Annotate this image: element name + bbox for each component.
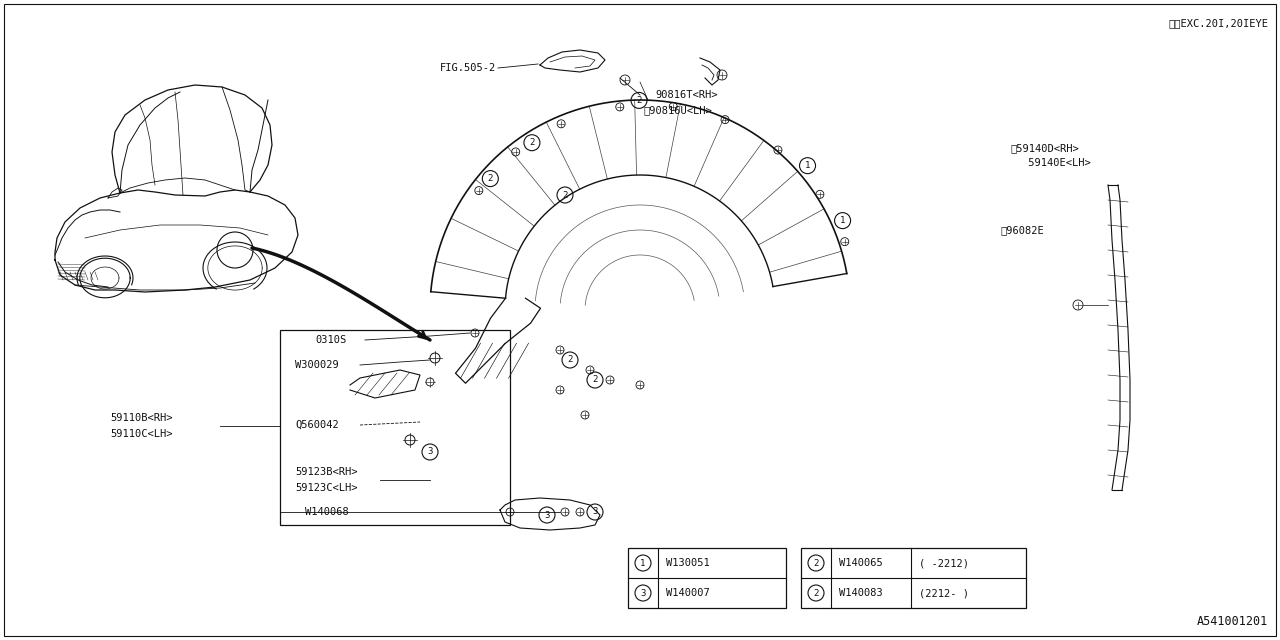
Text: 3: 3 bbox=[544, 511, 549, 520]
Text: 1: 1 bbox=[805, 161, 810, 170]
Text: ※90816U<LH>: ※90816U<LH> bbox=[643, 105, 712, 115]
Text: W140083: W140083 bbox=[838, 588, 883, 598]
Text: ※96082E: ※96082E bbox=[1000, 225, 1043, 235]
Text: Q560042: Q560042 bbox=[294, 420, 339, 430]
Bar bbox=[801, 548, 1027, 608]
Text: FIG.505-2: FIG.505-2 bbox=[440, 63, 497, 73]
Text: 0310S: 0310S bbox=[315, 335, 347, 345]
Text: W140068: W140068 bbox=[305, 507, 348, 517]
Text: W130051: W130051 bbox=[666, 558, 709, 568]
Text: W300029: W300029 bbox=[294, 360, 339, 370]
Text: W140007: W140007 bbox=[666, 588, 709, 598]
Text: 59110B<RH>: 59110B<RH> bbox=[110, 413, 173, 423]
Text: 3: 3 bbox=[640, 589, 645, 598]
Text: W140065: W140065 bbox=[838, 558, 883, 568]
Text: 2: 2 bbox=[567, 355, 572, 365]
Text: 2: 2 bbox=[813, 589, 819, 598]
Text: 3: 3 bbox=[428, 447, 433, 456]
Text: ( -2212): ( -2212) bbox=[919, 558, 969, 568]
Text: 2: 2 bbox=[529, 138, 535, 147]
Text: 59123C<LH>: 59123C<LH> bbox=[294, 483, 357, 493]
Text: ※リEXC.20I,20IEYE: ※リEXC.20I,20IEYE bbox=[1169, 18, 1268, 28]
Text: ※59140D<RH>: ※59140D<RH> bbox=[1010, 143, 1079, 153]
Bar bbox=[280, 330, 509, 525]
Text: 59140E<LH>: 59140E<LH> bbox=[1021, 158, 1091, 168]
Text: 90816T<RH>: 90816T<RH> bbox=[655, 90, 718, 100]
Text: 59110C<LH>: 59110C<LH> bbox=[110, 429, 173, 439]
Text: 2: 2 bbox=[488, 174, 493, 183]
Text: 1: 1 bbox=[840, 216, 845, 225]
Text: A541001201: A541001201 bbox=[1197, 615, 1268, 628]
Text: 1: 1 bbox=[640, 559, 645, 568]
Text: 2: 2 bbox=[636, 96, 641, 105]
Text: 3: 3 bbox=[593, 508, 598, 516]
Text: 59123B<RH>: 59123B<RH> bbox=[294, 467, 357, 477]
Text: 2: 2 bbox=[813, 559, 819, 568]
Bar bbox=[628, 548, 786, 608]
Text: 2: 2 bbox=[593, 376, 598, 385]
Text: (2212- ): (2212- ) bbox=[919, 588, 969, 598]
Text: 2: 2 bbox=[562, 191, 568, 200]
